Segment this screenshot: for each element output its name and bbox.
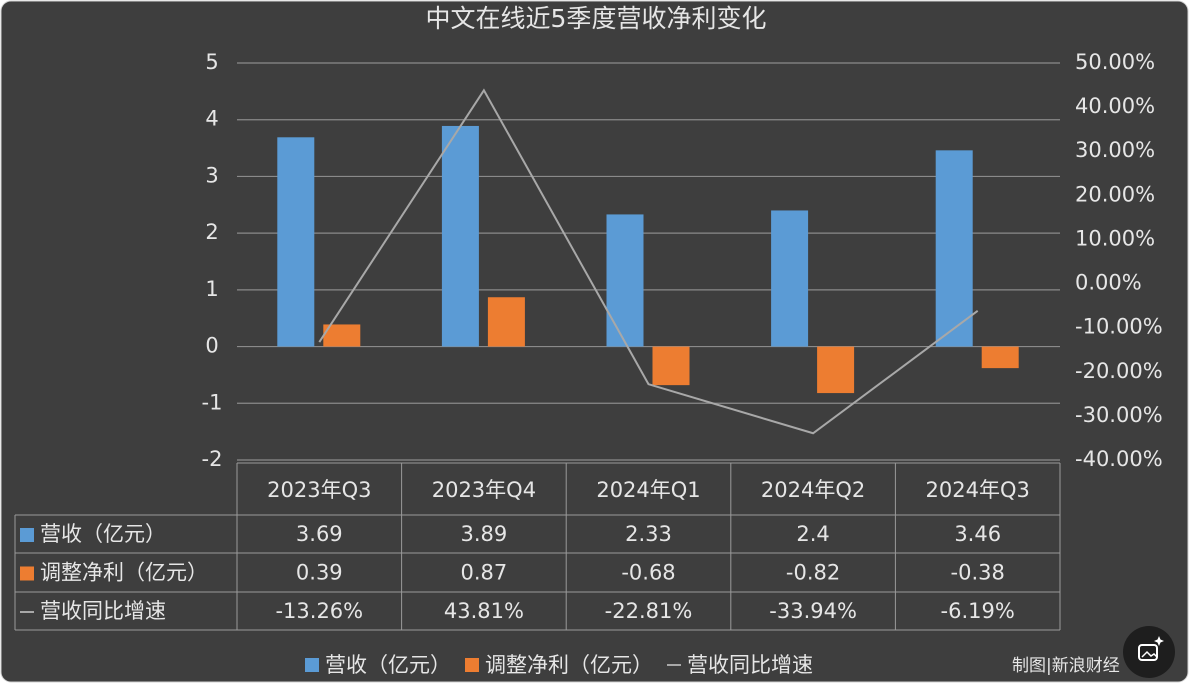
bar (981, 346, 1019, 369)
y2-tick-label: -10.00% (1075, 315, 1163, 339)
y-tick-label: 1 (205, 277, 218, 301)
button-icon (1154, 636, 1164, 646)
row-label: 营收同比增速 (40, 599, 166, 623)
x-tick-label: 2023年Q3 (267, 478, 371, 502)
button-icon (1138, 644, 1158, 661)
y2-tick-label: -30.00% (1075, 403, 1163, 427)
legend-key (465, 658, 479, 672)
row-label: 调整净利（亿元） (40, 561, 208, 585)
table-cell: 2.33 (625, 522, 672, 546)
table-cell: 43.81% (444, 599, 524, 623)
table-cell: -6.19% (941, 599, 1015, 623)
x-tick-label: 2024年Q1 (596, 478, 700, 502)
table-cell: 3.69 (296, 522, 343, 546)
table-cell: 2.4 (796, 522, 829, 546)
chart-title: 中文在线近5季度营收净利变化 (426, 4, 767, 33)
bar (771, 210, 809, 347)
table-cell: 3.89 (461, 522, 508, 546)
line-series (318, 88, 979, 435)
bar (935, 150, 973, 347)
bar (606, 214, 644, 347)
table-cell: -0.68 (621, 561, 675, 585)
y2-tick-label: 20.00% (1075, 182, 1155, 206)
table-cell: -22.81% (605, 599, 693, 623)
y2-tick-label: 30.00% (1075, 138, 1155, 162)
bar (652, 346, 690, 386)
bar (277, 137, 315, 347)
bar (817, 346, 855, 394)
y-tick-label: -2 (202, 447, 223, 471)
legend-key (20, 566, 34, 581)
y-tick-label: 4 (205, 107, 218, 131)
y2-tick-label: -20.00% (1075, 359, 1163, 383)
x-tick-label: 2024年Q3 (926, 478, 1030, 502)
share-button[interactable] (1123, 626, 1175, 678)
y2-tick-label: 0.00% (1075, 271, 1142, 295)
y2-tick-label: -40.00% (1075, 447, 1163, 471)
legend-key (20, 528, 34, 542)
table-cell: 0.87 (461, 561, 508, 585)
y2-tick-label: 40.00% (1075, 94, 1155, 118)
y-tick-label: 0 (205, 334, 218, 358)
table-cell: -13.26% (275, 599, 363, 623)
button-bg[interactable] (1123, 626, 1175, 678)
table-cell: 3.46 (954, 522, 1001, 546)
bar (323, 324, 361, 347)
legend-label: 营收同比增速 (687, 653, 813, 677)
x-tick-label: 2024年Q2 (761, 478, 865, 502)
table-cell: -33.94% (769, 599, 857, 623)
x-tick-label: 2023年Q4 (432, 478, 536, 502)
table-cell: -0.38 (951, 561, 1005, 585)
y2-tick-label: 10.00% (1075, 226, 1155, 250)
legend-key (305, 658, 319, 672)
bar (441, 125, 479, 347)
row-label: 营收（亿元） (40, 522, 166, 546)
y-tick-label: 2 (205, 220, 218, 244)
table-cell: -0.82 (786, 561, 840, 585)
legend-label: 调整净利（亿元） (485, 653, 653, 677)
source-note: 制图|新浪财经 (1012, 656, 1120, 676)
y-tick-label: 3 (205, 163, 218, 187)
table-cell: 0.39 (296, 561, 343, 585)
y-tick-label: -1 (202, 390, 223, 414)
y2-tick-label: 50.00% (1075, 50, 1155, 74)
y-tick-label: 5 (205, 50, 218, 74)
bar (487, 297, 525, 347)
button-icon (1141, 650, 1158, 658)
legend-label: 营收（亿元） (325, 653, 451, 677)
